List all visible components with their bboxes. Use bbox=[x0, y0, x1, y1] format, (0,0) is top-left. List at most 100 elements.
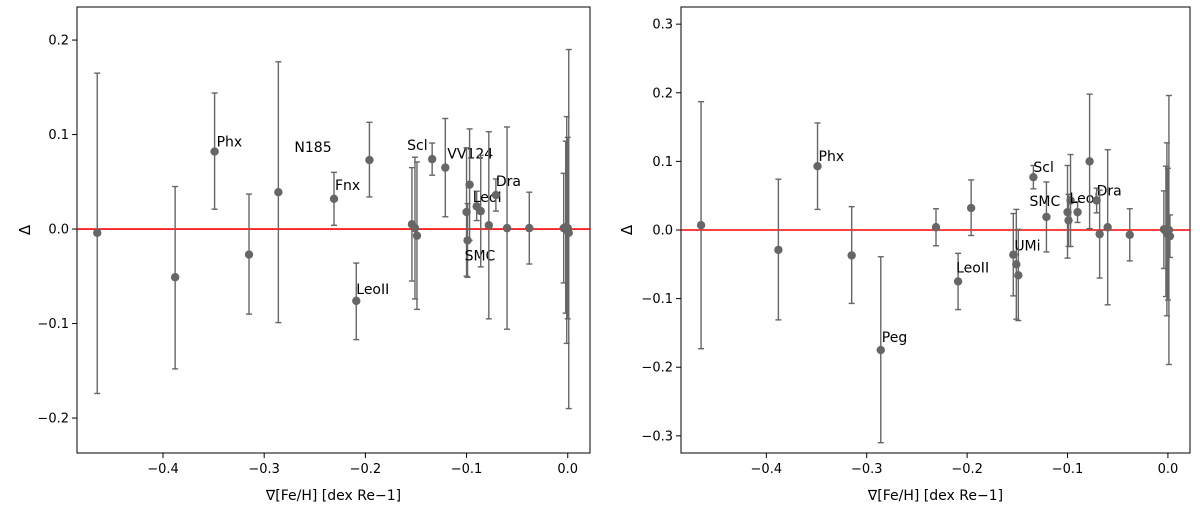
data-marker bbox=[953, 277, 963, 286]
data-marker bbox=[1042, 212, 1051, 222]
data-marker bbox=[1066, 196, 1075, 205]
data-point: VV124 bbox=[441, 117, 493, 218]
point-label: Phx bbox=[819, 149, 845, 165]
data-point bbox=[1103, 149, 1112, 306]
data-marker bbox=[1164, 225, 1174, 235]
x-tick-label: −0.2 bbox=[951, 462, 983, 477]
data-point: SMC bbox=[1030, 164, 1072, 259]
data-marker bbox=[847, 251, 856, 260]
data-marker bbox=[1095, 229, 1104, 239]
x-tick-label: −0.1 bbox=[451, 462, 483, 477]
data-point bbox=[502, 126, 512, 330]
data-point bbox=[93, 72, 102, 395]
y-tick-label: 0.0 bbox=[652, 224, 673, 239]
x-axis-label: ∇[Fe/H] [dex Re−1] bbox=[867, 488, 1003, 504]
y-tick-label: 0.0 bbox=[48, 223, 69, 238]
y-tick-label: −0.1 bbox=[641, 292, 673, 307]
data-marker bbox=[525, 223, 534, 233]
point-label: Scl bbox=[407, 138, 427, 154]
y-axis-label: Δ bbox=[16, 224, 34, 235]
data-marker bbox=[502, 223, 512, 233]
data-marker bbox=[170, 273, 180, 282]
data-point bbox=[462, 147, 471, 278]
data-marker bbox=[931, 223, 941, 232]
data-marker bbox=[564, 228, 573, 238]
data-point bbox=[465, 128, 474, 242]
data-point bbox=[1095, 189, 1104, 279]
y-axis-label: Δ bbox=[618, 224, 636, 235]
data-point: LeoI bbox=[1070, 191, 1099, 224]
data-marker bbox=[1014, 271, 1023, 280]
data-point: Fnx bbox=[329, 171, 360, 226]
y-tick-label: −0.3 bbox=[641, 429, 673, 444]
point-label: Phx bbox=[217, 135, 243, 151]
data-marker bbox=[462, 207, 471, 217]
data-marker bbox=[1009, 250, 1018, 259]
y-tick-label: 0.1 bbox=[48, 128, 69, 143]
data-point: Peg bbox=[876, 256, 907, 444]
point-label: N185 bbox=[294, 140, 331, 156]
data-marker bbox=[876, 345, 885, 355]
data-marker bbox=[774, 245, 783, 255]
data-point: LeoII bbox=[352, 262, 389, 341]
y-tick-label: −0.1 bbox=[37, 317, 69, 332]
data-point: Phx bbox=[813, 122, 845, 211]
data-marker bbox=[1165, 231, 1175, 241]
y-tick-label: 0.3 bbox=[652, 18, 673, 33]
point-label: SMC bbox=[1030, 194, 1061, 210]
data-point bbox=[1164, 94, 1174, 366]
y-tick-label: −0.2 bbox=[37, 412, 69, 427]
data-point: LeoII bbox=[953, 252, 989, 311]
data-point bbox=[1125, 208, 1134, 262]
data-marker bbox=[1092, 196, 1101, 205]
point-label: LeoII bbox=[956, 260, 989, 276]
data-point bbox=[966, 179, 976, 237]
data-point bbox=[472, 190, 481, 222]
x-tick-label: −0.4 bbox=[751, 462, 783, 477]
data-marker bbox=[1103, 223, 1112, 232]
point-label: Fnx bbox=[335, 178, 360, 194]
x-tick-label: −0.1 bbox=[1052, 462, 1084, 477]
data-marker bbox=[1073, 207, 1082, 217]
data-point: Scl bbox=[1029, 160, 1054, 190]
data-point bbox=[525, 191, 534, 265]
point-label: Dra bbox=[1097, 183, 1122, 199]
y-tick-label: 0.1 bbox=[652, 155, 673, 170]
data-marker bbox=[441, 163, 450, 172]
data-point bbox=[564, 48, 573, 410]
data-point bbox=[1085, 93, 1094, 230]
point-label: UMi bbox=[1014, 238, 1040, 254]
data-point: Dra bbox=[1092, 183, 1122, 214]
data-point bbox=[847, 205, 856, 305]
chart-panel-left: −0.4 −0.3 −0.2 −0.1 0.0 −0.2 −0.1 0.0 0.1 0.2 ∇[Fe… bbox=[16, 6, 591, 504]
data-marker bbox=[329, 194, 339, 204]
data-point: Scl bbox=[407, 138, 437, 176]
data-point: Dra bbox=[491, 174, 521, 212]
data-marker bbox=[427, 154, 437, 164]
data-marker bbox=[365, 155, 374, 165]
data-marker bbox=[1085, 157, 1094, 166]
data-point bbox=[274, 61, 283, 324]
data-marker bbox=[1125, 230, 1134, 240]
x-tick-label: 0.0 bbox=[1158, 462, 1179, 477]
point-label: LeoII bbox=[356, 282, 389, 298]
data-point bbox=[412, 161, 422, 311]
point-label: VV124 bbox=[447, 147, 493, 163]
point-label: Peg bbox=[882, 330, 907, 346]
data-marker bbox=[476, 206, 485, 216]
data-point bbox=[1165, 214, 1175, 259]
point-label: Scl bbox=[1033, 160, 1053, 176]
data-marker bbox=[1063, 207, 1072, 217]
x-tick-label: −0.3 bbox=[851, 462, 883, 477]
data-marker bbox=[966, 203, 976, 213]
data-point bbox=[1009, 212, 1018, 297]
data-marker bbox=[210, 147, 219, 156]
data-marker bbox=[352, 296, 361, 306]
data-point: Phx bbox=[210, 92, 243, 210]
data-marker bbox=[813, 161, 822, 171]
data-marker bbox=[1029, 172, 1038, 182]
point-label: LeoI bbox=[1070, 191, 1099, 207]
data-point bbox=[170, 185, 180, 370]
data-point bbox=[774, 178, 783, 321]
